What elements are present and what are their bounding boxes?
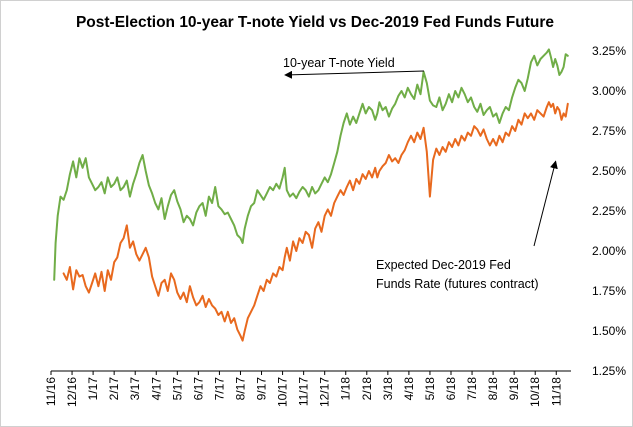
y-tick-label: 2.75% <box>592 124 626 138</box>
annotation-arrow <box>533 160 558 247</box>
x-tick-label: 11/17 <box>297 377 311 406</box>
x-tick-label: 5/18 <box>423 377 437 401</box>
y-tick-label: 1.75% <box>592 284 626 298</box>
y-tick-label: 2.25% <box>592 204 626 218</box>
series-line-fed_funds <box>62 101 569 342</box>
x-tick-label: 8/18 <box>486 377 500 401</box>
y-tick-label: 1.50% <box>592 324 626 338</box>
x-tick-label: 2/17 <box>107 377 121 401</box>
annotation-arrow <box>284 70 425 79</box>
y-tick-label: 3.00% <box>592 84 626 98</box>
x-tick-label: 3/17 <box>128 377 142 401</box>
x-tick-label: 1/17 <box>86 377 100 401</box>
axis-layer: 11/16 12/16 1/17 2/17 3/17 4/17 5/17 6/17 7/17 8/… <box>44 44 626 407</box>
x-tick-label: 10/18 <box>528 377 542 407</box>
y-tick-label: 2.50% <box>592 164 626 178</box>
annotation-layer: 10-year T-note Yield Expected Dec-2019 Fe… <box>283 56 558 291</box>
x-tick-label: 7/18 <box>465 377 479 401</box>
annotation-text: Expected Dec-2019 Fed <box>376 258 511 272</box>
series-line-yield <box>53 48 569 281</box>
x-tick-label: 11/18 <box>549 377 563 406</box>
y-tick-label: 1.25% <box>592 364 626 378</box>
x-tick-label: 7/17 <box>212 377 226 401</box>
y-tick-label: 2.00% <box>592 244 626 258</box>
x-tick-label: 10/17 <box>276 377 290 407</box>
series-layer <box>53 48 569 342</box>
annotation-text: 10-year T-note Yield <box>283 56 395 70</box>
annotation-text: Funds Rate (futures contract) <box>376 277 539 291</box>
x-tick-label: 4/18 <box>402 377 416 401</box>
x-tick-label: 3/18 <box>381 377 395 401</box>
x-tick-label: 12/16 <box>65 377 79 407</box>
x-tick-label: 4/17 <box>149 377 163 401</box>
x-tick-label: 5/17 <box>170 377 184 401</box>
x-tick-label: 1/18 <box>339 377 353 401</box>
x-tick-label: 8/17 <box>233 377 247 401</box>
x-tick-label: 9/17 <box>255 377 269 401</box>
x-tick-label: 6/18 <box>444 377 458 401</box>
x-tick-label: 6/17 <box>191 377 205 401</box>
x-tick-label: 12/17 <box>318 377 332 407</box>
x-tick-label: 2/18 <box>360 377 374 401</box>
x-tick-label: 11/16 <box>44 377 58 406</box>
x-tick-label: 9/18 <box>507 377 521 401</box>
y-tick-label: 3.25% <box>592 44 626 58</box>
chart-title: Post-Election 10-year T-note Yield vs De… <box>76 14 554 31</box>
